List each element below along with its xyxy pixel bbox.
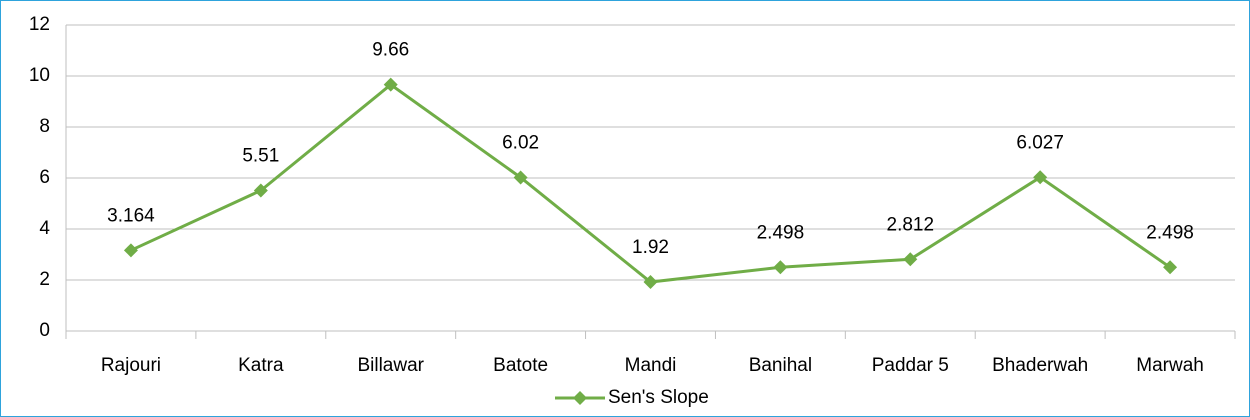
x-tick-label: Marwah (1136, 355, 1204, 376)
point-marker (1163, 260, 1178, 275)
data-label: 5.51 (242, 146, 279, 167)
y-tick-label: 0 (39, 320, 50, 341)
data-label: 9.66 (372, 40, 409, 61)
x-tick-label: Katra (238, 355, 284, 376)
point-marker (903, 252, 918, 267)
x-tick-label: Billawar (357, 355, 424, 376)
x-tick-label: Bhaderwah (992, 355, 1088, 376)
point-marker (253, 183, 268, 198)
x-tick-label: Paddar 5 (872, 355, 949, 376)
point-marker (1033, 170, 1048, 185)
y-tick-label: 2 (39, 269, 50, 290)
y-tick-label: 12 (29, 14, 50, 35)
point-marker (773, 260, 788, 275)
data-label: 3.164 (107, 205, 155, 226)
x-tick-label: Mandi (625, 355, 677, 376)
y-tick-label: 6 (39, 167, 50, 188)
data-label: 6.02 (502, 133, 539, 154)
point-marker (643, 275, 658, 290)
data-label: 1.92 (632, 237, 669, 258)
point-marker (123, 243, 138, 258)
data-label: 6.027 (1016, 132, 1064, 153)
point-marker (513, 170, 528, 185)
legend-marker (573, 391, 587, 405)
legend-label: Sen's Slope (608, 387, 709, 408)
x-tick-label: Batote (493, 355, 548, 376)
x-tick-label: Banihal (749, 355, 812, 376)
data-label: 2.812 (887, 214, 935, 235)
x-tick-label: Rajouri (101, 355, 161, 376)
y-tick-label: 4 (39, 218, 50, 239)
data-label: 2.498 (1146, 222, 1194, 243)
y-tick-label: 10 (29, 65, 50, 86)
point-marker (383, 77, 398, 92)
data-label: 2.498 (757, 222, 805, 243)
y-tick-label: 8 (39, 116, 50, 137)
